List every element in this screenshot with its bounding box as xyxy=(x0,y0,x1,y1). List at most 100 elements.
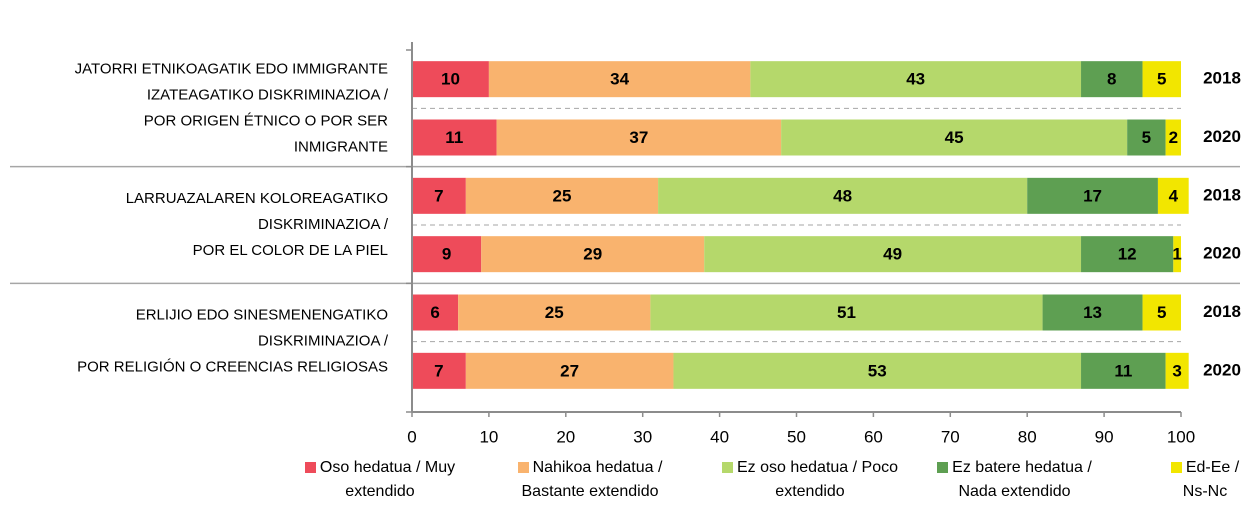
bar-segment xyxy=(1157,177,1189,214)
data-label: 37 xyxy=(629,128,648,147)
legend-item: Oso hedatua / Muy extendido xyxy=(290,456,470,504)
data-label: 6 xyxy=(430,303,439,322)
bar-segment xyxy=(650,294,1043,331)
legend-item: Ed-Ee / Ns-Nc xyxy=(1160,456,1250,504)
x-tick-label: 90 xyxy=(1095,427,1114,446)
bar-segment xyxy=(1081,236,1174,273)
bar-segment xyxy=(1027,177,1158,214)
data-label: 5 xyxy=(1157,303,1166,322)
legend-item: Ez oso hedatua / Poco extendido xyxy=(720,456,900,504)
bar-segment xyxy=(1173,236,1181,273)
bar-segment xyxy=(1165,119,1181,156)
bar-segment xyxy=(1042,294,1143,331)
group-label: LARRUAZALAREN KOLOREAGATIKO xyxy=(126,190,388,207)
data-label: 11 xyxy=(1114,361,1132,380)
data-label: 25 xyxy=(545,303,564,322)
bar-segment xyxy=(1081,352,1166,389)
data-label: 7 xyxy=(434,361,443,380)
data-label: 51 xyxy=(837,303,856,322)
data-label: 4 xyxy=(1169,186,1179,205)
x-tick-label: 40 xyxy=(710,427,729,446)
data-label: 11 xyxy=(445,128,463,147)
data-label: 34 xyxy=(610,70,629,89)
bar-segment xyxy=(412,119,497,156)
data-label: 1 xyxy=(1172,245,1181,264)
legend-swatch xyxy=(517,462,529,473)
data-label: 5 xyxy=(1142,128,1151,147)
category-label: 2020 xyxy=(1203,244,1241,263)
group-label: ERLIJIO EDO SINESMENENGATIKO xyxy=(136,307,388,324)
legend-label: Oso hedatua / Muy extendido xyxy=(319,459,456,500)
data-label: 7 xyxy=(434,186,443,205)
category-label: 2018 xyxy=(1203,302,1241,321)
x-tick-label: 30 xyxy=(633,427,652,446)
x-tick-label: 70 xyxy=(941,427,960,446)
group-label: POR EL COLOR DE LA PIEL xyxy=(193,242,388,259)
group-label: POR ORIGEN ÉTNICO O POR SER xyxy=(144,112,388,129)
bar-segment xyxy=(1142,61,1181,98)
data-label: 27 xyxy=(560,361,579,380)
legend-swatch xyxy=(1170,462,1182,473)
x-tick-label: 80 xyxy=(1018,427,1037,446)
bar-segment xyxy=(465,352,674,389)
data-label: 8 xyxy=(1107,70,1116,89)
x-tick-label: 50 xyxy=(787,427,806,446)
group-label: DISKRIMINAZIOA / xyxy=(258,216,389,233)
x-tick-label: 10 xyxy=(479,427,498,446)
bar-segment xyxy=(1165,352,1189,389)
x-tick-label: 0 xyxy=(407,427,416,446)
x-tick-label: 60 xyxy=(864,427,883,446)
chart: JATORRI ETNIKOAGATIK EDO IMMIGRANTE IZATE… xyxy=(10,42,1241,446)
data-label: 48 xyxy=(833,186,852,205)
data-label: 17 xyxy=(1083,186,1102,205)
bar-segment xyxy=(481,236,705,273)
bar-segment xyxy=(1081,61,1143,98)
legend-label: Nahikoa hedatua / Bastante extendido xyxy=(521,459,663,500)
data-label: 13 xyxy=(1083,303,1102,322)
category-label: 2018 xyxy=(1203,69,1241,88)
bar-segment xyxy=(458,294,651,331)
legend-label: Ez oso hedatua / Poco extendido xyxy=(737,459,898,500)
bar-segment xyxy=(496,119,782,156)
data-label: 25 xyxy=(552,186,571,205)
legend-swatch xyxy=(304,462,316,473)
data-label: 45 xyxy=(945,128,964,147)
x-tick-label: 100 xyxy=(1167,427,1195,446)
data-label: 53 xyxy=(868,361,887,380)
legend-swatch xyxy=(937,462,949,473)
data-label: 10 xyxy=(441,70,460,89)
bar-segment xyxy=(412,236,482,273)
bar-segment xyxy=(1142,294,1181,331)
bar-segment xyxy=(658,177,1028,214)
bar-segment xyxy=(412,61,489,98)
bar-segment xyxy=(1127,119,1166,156)
legend-item: Nahikoa hedatua / Bastante extendido xyxy=(495,456,685,504)
legend-item: Ez batere hedatua / Nada extendido xyxy=(922,456,1107,504)
data-label: 29 xyxy=(583,245,602,264)
data-label: 49 xyxy=(883,245,902,264)
legend-label: Ed-Ee / Ns-Nc xyxy=(1182,459,1240,500)
group-label: DISKRIMINAZIOA / xyxy=(258,333,389,350)
bar-segment xyxy=(412,352,466,389)
legend-label: Ez batere hedatua / Nada extendido xyxy=(952,459,1092,500)
x-tick-label: 20 xyxy=(556,427,575,446)
category-label: 2020 xyxy=(1203,360,1241,379)
legend-swatch xyxy=(722,462,733,473)
group-label: POR RELIGIÓN O CREENCIAS RELIGIOSAS xyxy=(77,359,388,376)
data-label: 5 xyxy=(1157,70,1166,89)
data-label: 2 xyxy=(1169,128,1178,147)
data-label: 12 xyxy=(1118,245,1137,264)
bar-segment xyxy=(704,236,1082,273)
category-label: 2020 xyxy=(1203,127,1241,146)
bar-segment xyxy=(488,61,751,98)
bar-segment xyxy=(412,177,466,214)
group-label: IZATEAGATIKO DISKRIMINAZIOA / xyxy=(147,86,389,103)
group-label: INMIGRANTE xyxy=(294,138,388,155)
bar-segment xyxy=(750,61,1082,98)
category-label: 2018 xyxy=(1203,185,1241,204)
bar-segment xyxy=(465,177,659,214)
bar-segment xyxy=(673,352,1082,389)
data-label: 3 xyxy=(1172,361,1181,380)
data-label: 43 xyxy=(906,70,925,89)
